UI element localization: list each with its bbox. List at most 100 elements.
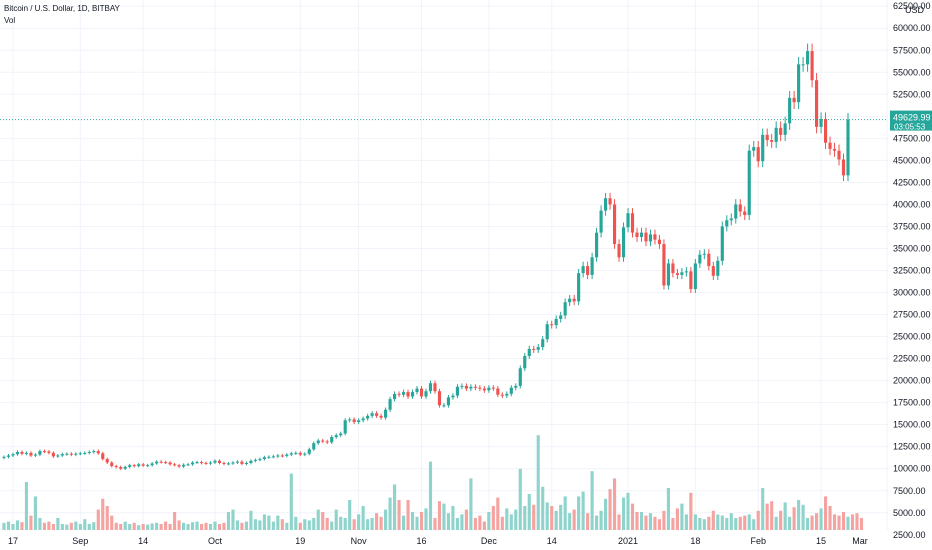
volume-bar <box>496 497 500 530</box>
volume-bar <box>550 506 554 530</box>
candle-body <box>132 465 136 467</box>
volume-bar <box>361 506 365 530</box>
candle-body <box>357 420 361 423</box>
volume-bar <box>460 514 464 530</box>
candle-body <box>312 443 316 450</box>
volume-bar <box>128 524 132 530</box>
candle-body <box>608 198 612 205</box>
candle-body <box>514 385 518 388</box>
volume-bar <box>204 522 208 530</box>
candle-body <box>33 454 37 456</box>
volume-bar <box>271 521 275 530</box>
volume-bar <box>357 514 361 530</box>
volume-bar <box>837 515 841 530</box>
volume-bar <box>410 512 415 530</box>
volume-bar <box>182 522 186 530</box>
candle-body <box>137 464 141 467</box>
volume-bar <box>599 510 603 530</box>
candle-body <box>195 462 199 464</box>
candle-body <box>24 452 29 454</box>
candle-body <box>379 415 383 418</box>
candle-body <box>186 464 190 466</box>
x-tick-label: 14 <box>547 536 557 546</box>
volume-bar <box>146 524 150 530</box>
candle-body <box>671 263 675 274</box>
candle-body <box>846 119 850 176</box>
volume-bar <box>761 488 765 530</box>
candle-body <box>406 392 410 397</box>
candle-body <box>635 232 639 238</box>
volume-bar <box>370 518 374 530</box>
candle-body <box>725 220 729 227</box>
candle-body <box>716 260 720 276</box>
candle-body <box>460 385 464 387</box>
volume-bar <box>774 516 778 530</box>
symbol-title: Bitcoin / U.S. Dollar, 1D, BITBAY <box>4 4 120 13</box>
volume-bar <box>51 524 55 530</box>
candle-body <box>680 272 684 275</box>
volume-bar <box>720 515 724 530</box>
candle-body <box>698 254 702 264</box>
volume-bar <box>294 516 298 530</box>
candle-body <box>267 456 271 458</box>
candle-body <box>78 453 82 455</box>
volume-bar <box>509 514 513 530</box>
volume-bar <box>815 513 819 530</box>
candle-body <box>240 461 244 464</box>
y-tick-label: 2500.00 <box>893 530 926 540</box>
volume-bar <box>451 506 455 530</box>
y-tick-label: 12500.00 <box>893 442 931 452</box>
volume-bar <box>469 478 473 530</box>
candle-body <box>621 227 626 258</box>
volume-bar <box>850 514 855 530</box>
volume-bar <box>375 513 379 530</box>
candle-body <box>366 415 370 419</box>
candle-body <box>738 204 742 212</box>
volume-bar <box>626 492 630 530</box>
volume-bar <box>846 516 850 530</box>
candle-body <box>500 394 504 396</box>
candle-body <box>334 435 338 438</box>
volume-bar <box>343 518 347 530</box>
candle-body <box>451 395 455 398</box>
candle-body <box>289 453 293 455</box>
candle-body <box>155 461 159 464</box>
volume-bar <box>415 516 419 530</box>
candle-body <box>765 134 769 141</box>
candle-body <box>375 413 379 416</box>
candle-body <box>303 453 307 455</box>
candle-body <box>173 464 177 466</box>
volume-bar <box>738 516 742 530</box>
y-tick-label: 42500.00 <box>893 177 931 187</box>
candle-body <box>96 451 100 454</box>
volume-bar <box>621 497 626 530</box>
volume-bar <box>195 521 199 530</box>
currency-label: USD <box>905 5 925 15</box>
volume-bar <box>280 519 284 530</box>
volume-bar <box>325 518 329 530</box>
candle-body <box>177 465 181 467</box>
volume-bar <box>819 508 823 530</box>
volume-bar <box>563 496 567 530</box>
candle-body <box>711 266 715 276</box>
volume-bar <box>810 515 814 530</box>
volume-bar <box>568 513 572 530</box>
volume-bar <box>828 506 832 530</box>
candle-body <box>747 150 751 215</box>
x-tick-label: Sep <box>72 536 88 546</box>
volume-bar <box>716 514 720 530</box>
y-tick-label: 45000.00 <box>893 155 931 165</box>
volume-bar <box>473 518 477 530</box>
candle-body <box>734 204 738 219</box>
volume-bar <box>518 468 522 530</box>
volume-bar <box>388 497 392 530</box>
candle-body <box>707 253 711 267</box>
volume-bar <box>366 519 370 530</box>
volume-bar <box>38 518 42 530</box>
candle-body <box>56 455 60 457</box>
candle-body <box>545 324 549 340</box>
last-price-label: 49629.99 <box>893 113 931 123</box>
volume-bar <box>348 500 352 530</box>
